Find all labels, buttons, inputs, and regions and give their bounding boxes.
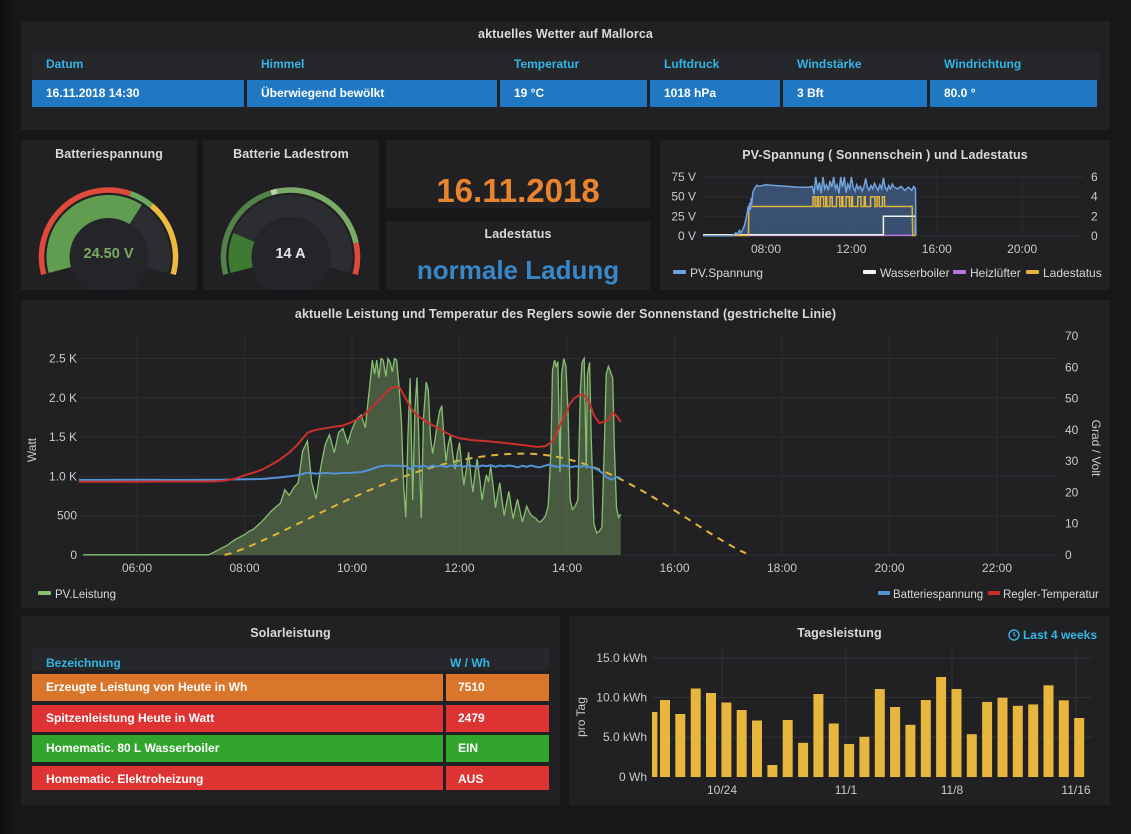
- svg-text:70: 70: [1065, 329, 1079, 343]
- svg-text:0: 0: [1065, 548, 1072, 562]
- svg-text:pro Tag: pro Tag: [574, 697, 588, 737]
- svg-text:1.0 K: 1.0 K: [49, 469, 77, 483]
- svg-text:Regler-Temperatur: Regler-Temperatur: [1003, 589, 1099, 601]
- svg-text:2: 2: [1091, 209, 1098, 223]
- svg-text:11/8: 11/8: [941, 783, 964, 797]
- svg-text:20:00: 20:00: [874, 561, 904, 575]
- svg-text:11/1: 11/1: [835, 783, 858, 797]
- svg-text:20:00: 20:00: [1007, 242, 1037, 256]
- svg-text:11/16: 11/16: [1061, 783, 1090, 797]
- svg-text:30: 30: [1065, 454, 1079, 468]
- svg-text:Heizlüfter: Heizlüfter: [970, 266, 1021, 280]
- svg-text:15.0 kWh: 15.0 kWh: [596, 651, 647, 665]
- svg-text:6: 6: [1091, 170, 1098, 184]
- svg-text:12:00: 12:00: [836, 242, 866, 256]
- svg-text:500: 500: [57, 509, 77, 523]
- svg-text:50 V: 50 V: [671, 190, 696, 204]
- svg-text:06:00: 06:00: [122, 561, 152, 575]
- svg-text:14:00: 14:00: [552, 561, 582, 575]
- svg-text:16:00: 16:00: [659, 561, 689, 575]
- svg-text:1.5 K: 1.5 K: [49, 430, 77, 444]
- svg-text:Watt: Watt: [25, 437, 39, 462]
- svg-text:25 V: 25 V: [671, 209, 696, 223]
- svg-text:08:00: 08:00: [751, 242, 781, 256]
- svg-text:4: 4: [1091, 190, 1098, 204]
- svg-text:24.50 V: 24.50 V: [84, 246, 134, 262]
- svg-text:14 A: 14 A: [275, 246, 306, 262]
- svg-text:Batteriespannung: Batteriespannung: [893, 589, 983, 601]
- svg-text:Wasserboiler: Wasserboiler: [880, 266, 950, 280]
- svg-text:20: 20: [1065, 485, 1079, 499]
- svg-text:5.0 kWh: 5.0 kWh: [603, 730, 647, 744]
- svg-text:08:00: 08:00: [229, 561, 259, 575]
- svg-text:12:00: 12:00: [444, 561, 474, 575]
- svg-text:22:00: 22:00: [982, 561, 1012, 575]
- svg-text:50: 50: [1065, 392, 1079, 406]
- svg-text:2.5 K: 2.5 K: [49, 352, 77, 366]
- svg-text:10:00: 10:00: [337, 561, 367, 575]
- svg-text:40: 40: [1065, 423, 1079, 437]
- svg-text:2.0 K: 2.0 K: [49, 391, 77, 405]
- svg-text:75 V: 75 V: [671, 170, 696, 184]
- svg-text:0 V: 0 V: [678, 229, 696, 243]
- svg-text:0: 0: [70, 548, 77, 562]
- svg-text:PV.Leistung: PV.Leistung: [55, 589, 116, 601]
- svg-text:0: 0: [1091, 229, 1098, 243]
- svg-text:60: 60: [1065, 360, 1079, 374]
- svg-text:16:00: 16:00: [922, 242, 952, 256]
- svg-text:0 Wh: 0 Wh: [619, 770, 647, 784]
- svg-text:Grad / Volt: Grad / Volt: [1089, 420, 1103, 477]
- svg-text:10: 10: [1065, 517, 1079, 531]
- svg-text:PV.Spannung: PV.Spannung: [690, 266, 763, 280]
- svg-text:10.0 kWh: 10.0 kWh: [596, 691, 647, 705]
- svg-text:18:00: 18:00: [767, 561, 797, 575]
- svg-text:Ladestatus: Ladestatus: [1043, 266, 1102, 280]
- svg-text:10/24: 10/24: [707, 783, 737, 797]
